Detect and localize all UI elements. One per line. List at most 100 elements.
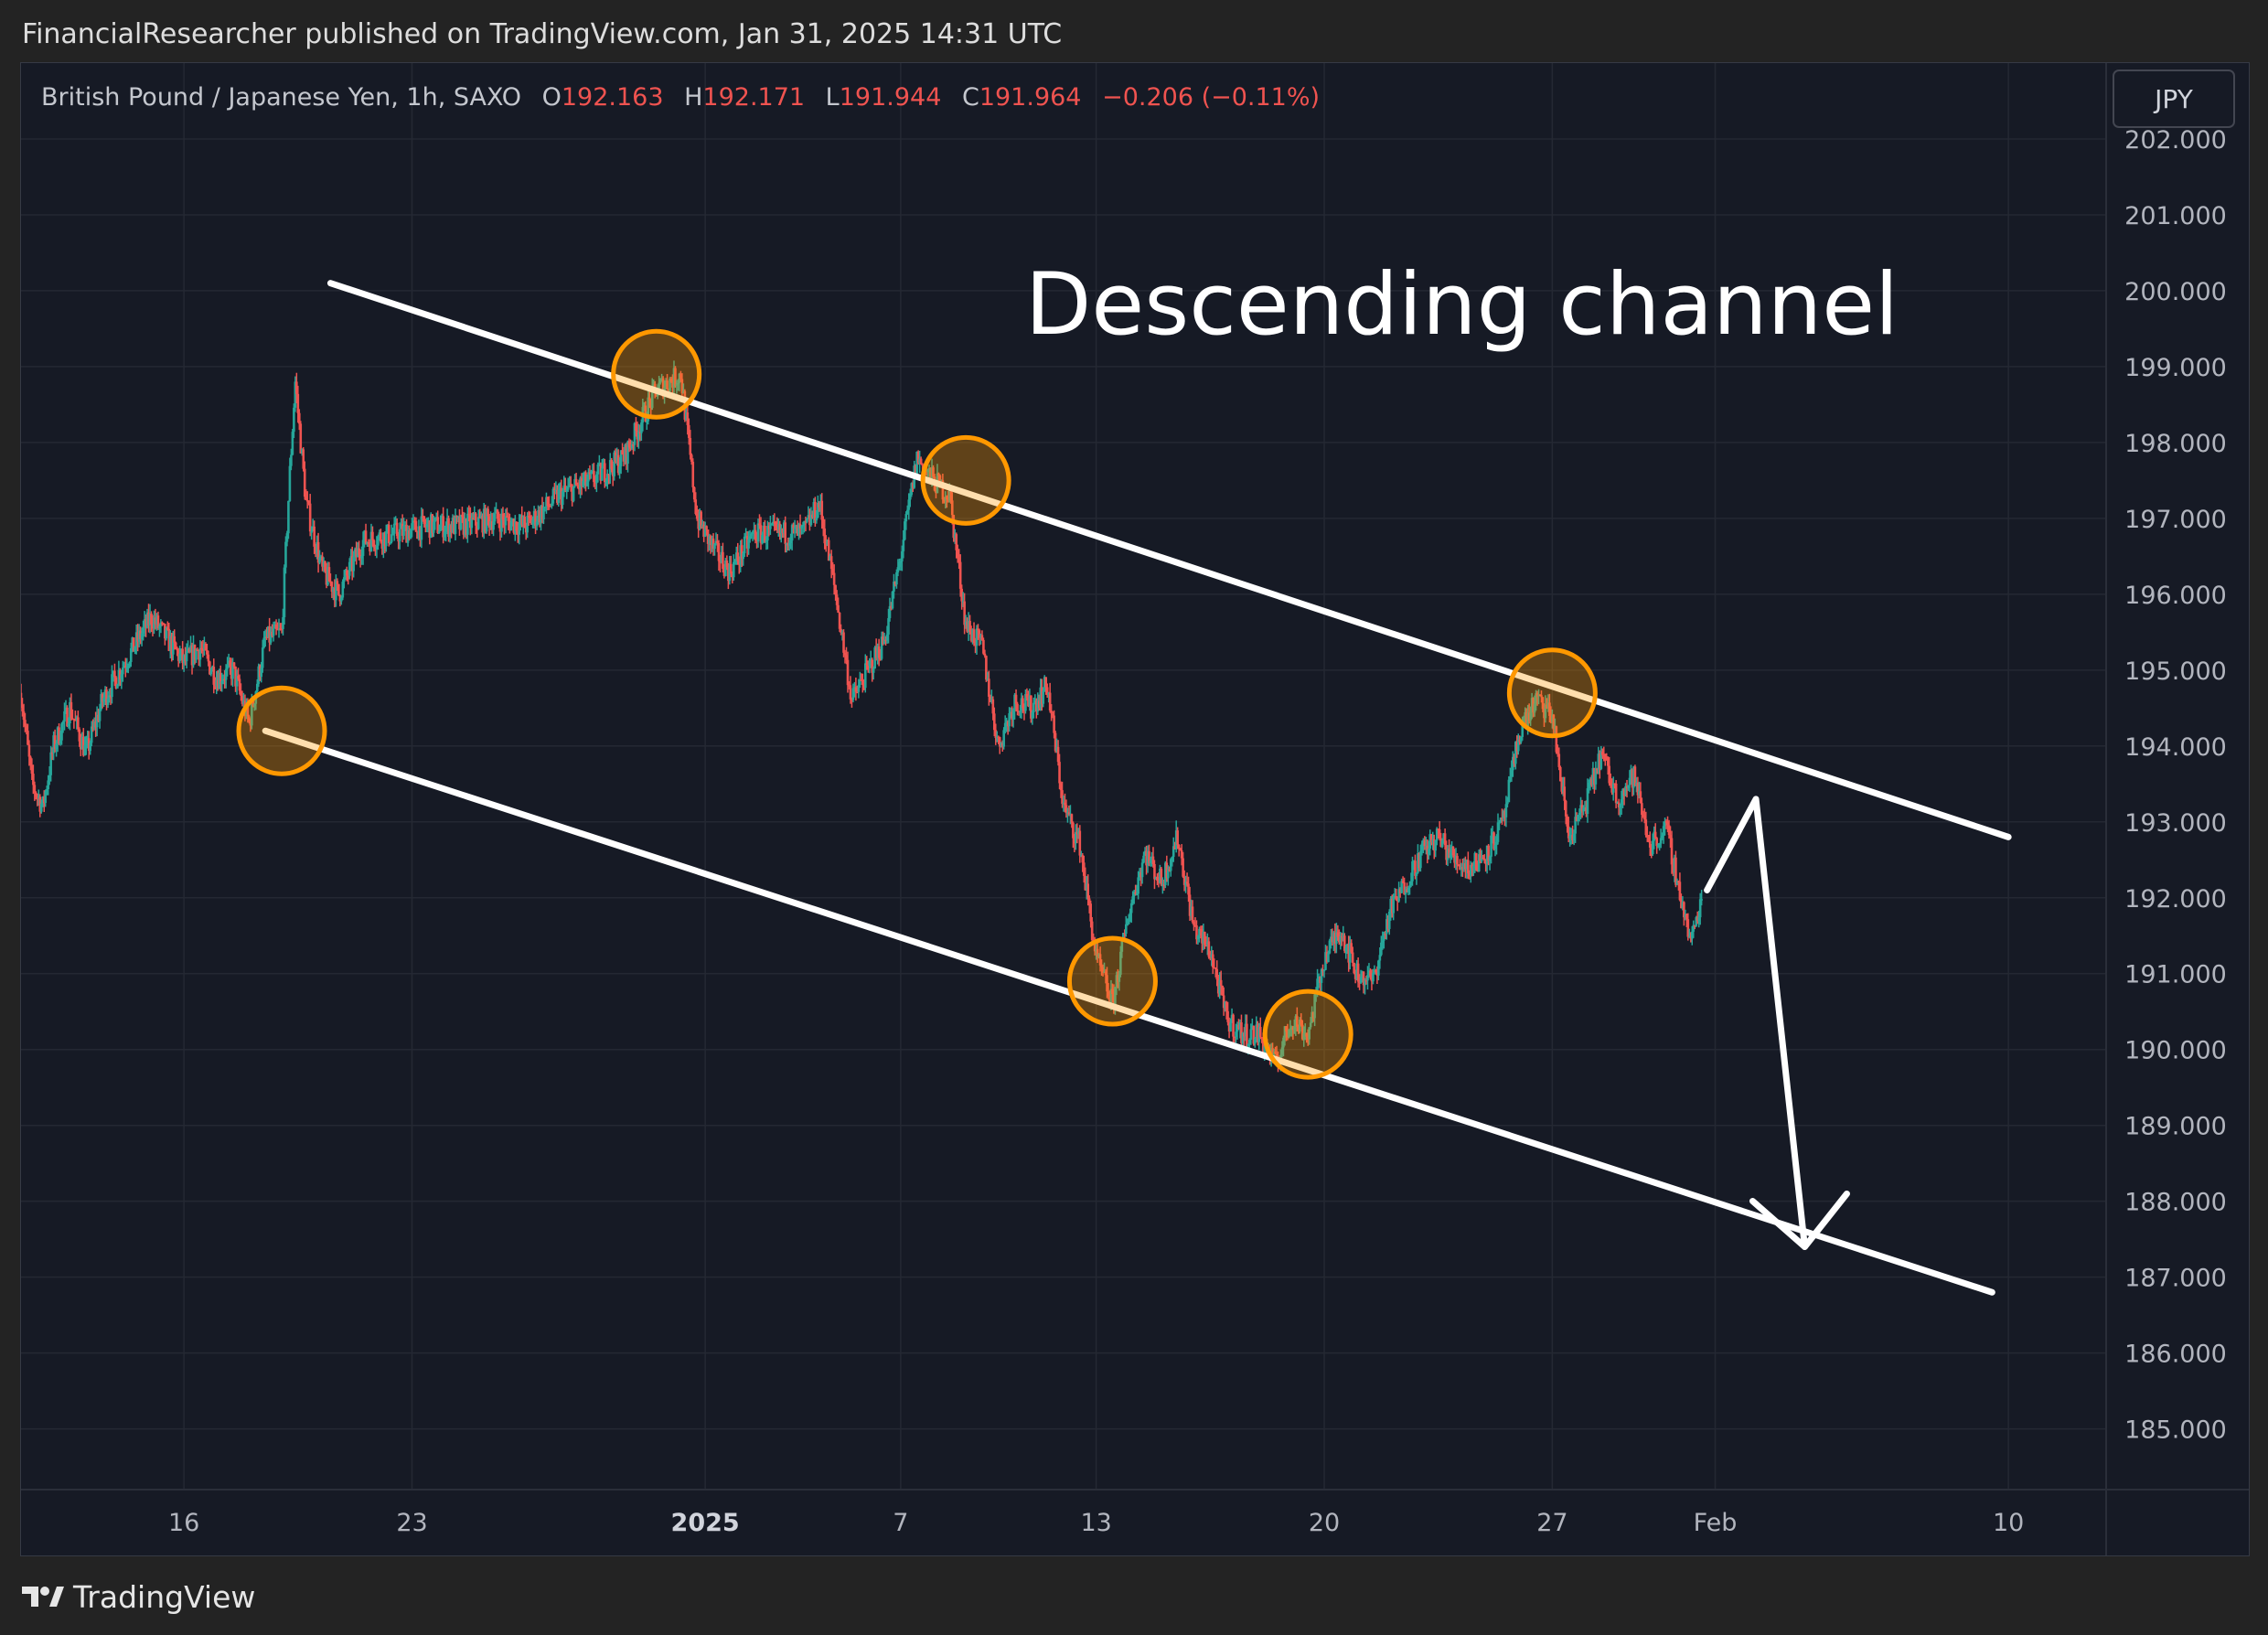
candle-body: [795, 525, 797, 528]
candle-body: [1392, 896, 1396, 914]
candle-body: [392, 523, 396, 534]
tradingview-logo-icon[interactable]: [22, 1585, 64, 1608]
candle-body: [1336, 932, 1340, 937]
candle-body: [563, 486, 567, 491]
candle-body: [711, 538, 715, 550]
x-tick-label: Feb: [1694, 1509, 1738, 1537]
candle-body: [694, 499, 698, 515]
candle-body: [1561, 786, 1565, 792]
candle-body: [748, 536, 752, 540]
candle-body: [1502, 810, 1505, 819]
candle-body: [632, 443, 635, 446]
candle-body: [1672, 864, 1674, 873]
candle-body: [1389, 899, 1393, 913]
currency-label[interactable]: JPY: [2153, 84, 2194, 114]
candle-body: [159, 622, 163, 626]
candle-body: [1079, 855, 1083, 857]
candle-body: [1653, 831, 1657, 839]
candle-body: [1480, 858, 1483, 861]
candle-body: [314, 546, 317, 553]
time-axis[interactable]: 16 23 2025 7 13 20 27 Feb 10: [168, 1509, 2024, 1537]
candle-body: [249, 721, 252, 726]
candle-body: [1330, 936, 1332, 941]
candle-body: [1138, 871, 1141, 878]
candle-body: [982, 639, 985, 654]
candle-body: [1697, 917, 1700, 922]
candle-body: [1313, 994, 1316, 1019]
candle-body: [453, 518, 455, 534]
candle-body: [1700, 899, 1703, 901]
candle-body: [213, 684, 217, 687]
candle-body: [895, 572, 898, 585]
chart-frame[interactable]: 202.000 201.000 200.000 199.000 198.000 197.0…: [20, 62, 2250, 1556]
candle-body: [413, 520, 416, 522]
candle-body: [481, 515, 484, 533]
candle-body: [582, 480, 584, 486]
candle-body: [733, 561, 737, 562]
candle-body: [629, 447, 632, 449]
price-chart[interactable]: 202.000 201.000 200.000 199.000 198.000 197.0…: [21, 63, 2249, 1555]
candle-body: [1333, 933, 1337, 945]
candle-body: [87, 738, 91, 752]
candle-body: [1603, 755, 1607, 760]
candle-body: [1188, 894, 1192, 916]
candle-body: [1221, 985, 1224, 996]
symbol-name: British Pound / Japanese Yen, 1h, SAXO: [41, 83, 521, 112]
candle-body: [1190, 906, 1193, 916]
candle-body: [38, 796, 42, 812]
candle-body: [1435, 828, 1439, 840]
candle-body: [1207, 941, 1211, 957]
candle-body: [1611, 783, 1615, 793]
candle-body: [1513, 756, 1516, 764]
candle-body: [725, 560, 729, 568]
price-axis[interactable]: 202.000 201.000 200.000 199.000 198.000 197.0…: [2124, 126, 2227, 1445]
candle-body: [401, 523, 404, 536]
candle-body: [1115, 975, 1118, 988]
candle-body: [1069, 814, 1072, 816]
candle-body: [910, 483, 914, 496]
candle-body: [192, 645, 195, 666]
candle-body: [807, 515, 810, 518]
candle-body: [1248, 1040, 1251, 1044]
candle-body: [611, 468, 615, 476]
candle-body: [508, 520, 511, 531]
candle-body: [515, 521, 519, 531]
candle-body: [1201, 928, 1204, 944]
candle-body: [198, 647, 202, 660]
candle-body: [789, 540, 792, 543]
candle-body: [584, 472, 587, 486]
candle-body: [938, 475, 942, 486]
candle-body: [967, 621, 970, 632]
candle-body: [132, 637, 135, 652]
brand-name[interactable]: TradingView: [73, 1578, 256, 1615]
candle-body: [433, 517, 437, 522]
footer-brand[interactable]: TradingView: [22, 1571, 255, 1622]
candle-body: [1229, 1022, 1232, 1031]
candle-body: [1237, 1024, 1240, 1030]
candle-body: [1157, 881, 1161, 883]
candle-body: [1575, 817, 1578, 822]
candle-body: [154, 617, 157, 625]
currency-button[interactable]: JPY: [2113, 69, 2235, 128]
candle-body: [792, 525, 795, 529]
candle-body: [207, 654, 210, 662]
candle-body: [176, 648, 179, 651]
candle-body: [688, 424, 690, 438]
candle-body: [345, 571, 348, 576]
candle-body: [1003, 722, 1007, 731]
candle-body: [1309, 1022, 1312, 1028]
candle-body: [1258, 1027, 1262, 1038]
candle-body: [1017, 711, 1021, 713]
candle-body: [860, 679, 863, 681]
candle-body: [1608, 765, 1611, 784]
candle-body: [853, 687, 856, 689]
candle-body: [925, 469, 928, 473]
candle-body: [1572, 833, 1576, 841]
candle-body: [32, 774, 35, 785]
candle-body: [874, 647, 878, 658]
candle-body: [561, 491, 564, 506]
candle-body: [633, 422, 637, 445]
candle-body: [1097, 954, 1100, 957]
candle-body: [308, 503, 312, 532]
candle-body: [862, 685, 866, 689]
